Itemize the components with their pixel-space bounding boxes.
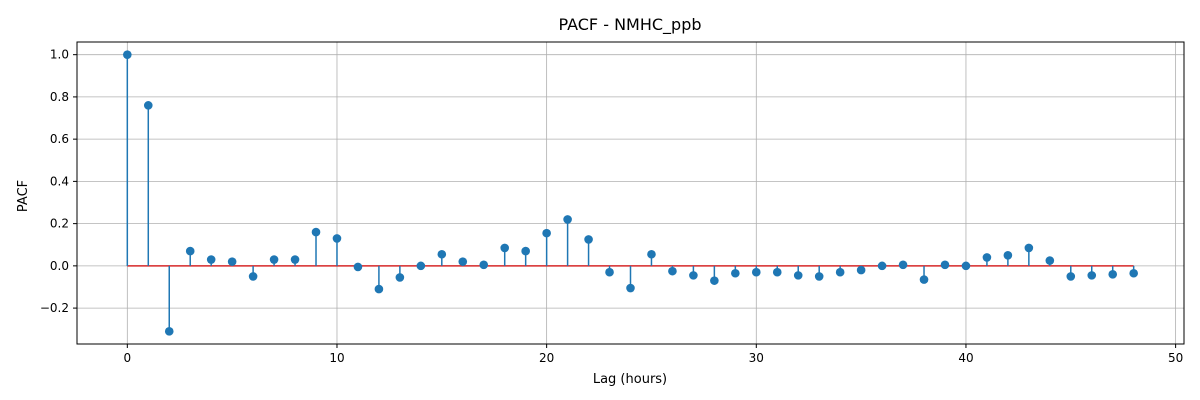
- pacf-point: [626, 283, 635, 293]
- pacf-point: [605, 267, 614, 277]
- pacf-point: [898, 260, 908, 270]
- x-tick-label: 10: [329, 351, 344, 365]
- pacf-point: [353, 262, 363, 272]
- y-tick-label: 1.0: [50, 48, 69, 62]
- pacf-point: [123, 50, 132, 59]
- y-tick-label: 0.8: [50, 90, 69, 104]
- x-tick-label: 40: [958, 351, 973, 365]
- pacf-point: [919, 275, 929, 284]
- pacf-point: [793, 271, 803, 280]
- pacf-point: [479, 260, 489, 270]
- pacf-point: [269, 255, 279, 264]
- pacf-point: [1045, 256, 1055, 265]
- pacf-point: [584, 235, 593, 244]
- grid-lines: [77, 42, 1184, 344]
- pacf-point: [563, 215, 572, 224]
- pacf-point: [458, 257, 468, 266]
- x-tick-label: 0: [123, 351, 131, 365]
- pacf-point: [856, 265, 866, 275]
- pacf-point: [248, 272, 258, 281]
- pacf-point: [877, 261, 887, 271]
- pacf-point: [185, 246, 195, 256]
- pacf-point: [689, 271, 698, 280]
- y-axis-ticks: −0.2 0.0 0.2 0.4 0.6 0.8 1.0: [40, 48, 77, 315]
- pacf-point: [542, 228, 551, 238]
- pacf-point: [751, 267, 761, 277]
- x-tick-label: 30: [749, 351, 764, 365]
- pacf-point: [332, 234, 342, 243]
- pacf-point: [206, 255, 216, 264]
- pacf-point: [1024, 243, 1034, 253]
- pacf-point: [772, 267, 782, 277]
- pacf-point: [416, 261, 426, 271]
- x-tick-label: 50: [1168, 351, 1183, 365]
- y-tick-label: 0.0: [50, 259, 69, 273]
- pacf-point: [437, 249, 447, 259]
- pacf-point: [500, 243, 510, 253]
- pacf-point: [647, 249, 656, 259]
- y-tick-label: 0.2: [50, 217, 69, 231]
- plot-frame: [76, 41, 1185, 345]
- pacf-point: [982, 253, 992, 262]
- pacf-point: [374, 284, 384, 294]
- x-axis-label: Lag (hours): [593, 372, 667, 387]
- pacf-point: [290, 255, 300, 264]
- pacf-point: [1066, 272, 1076, 281]
- pacf-point: [227, 257, 237, 266]
- y-tick-label: −0.2: [40, 301, 69, 315]
- pacf-point: [521, 246, 530, 256]
- chart-title: PACF - NMHC_ppb: [558, 15, 701, 35]
- pacf-point: [710, 276, 719, 285]
- pacf-point: [1129, 268, 1138, 278]
- markers-layer: [123, 50, 1138, 336]
- x-tick-label: 20: [539, 351, 554, 365]
- pacf-point: [143, 101, 153, 110]
- y-tick-label: 0.6: [50, 132, 69, 146]
- pacf-point: [1087, 271, 1097, 280]
- pacf-point: [668, 266, 677, 276]
- x-axis-ticks: 0 10 20 30 40 50: [123, 344, 1183, 365]
- pacf-point: [1108, 270, 1118, 279]
- pacf-point: [940, 260, 950, 270]
- pacf-point: [164, 327, 174, 336]
- y-tick-label: 0.4: [50, 174, 69, 188]
- pacf-point: [814, 272, 824, 281]
- pacf-point: [961, 261, 971, 271]
- y-axis-label: PACF: [16, 180, 31, 212]
- pacf-point: [311, 227, 321, 237]
- pacf-point: [835, 267, 845, 277]
- pacf-point: [731, 268, 740, 278]
- pacf-point: [395, 273, 405, 282]
- pacf-point: [1003, 251, 1013, 260]
